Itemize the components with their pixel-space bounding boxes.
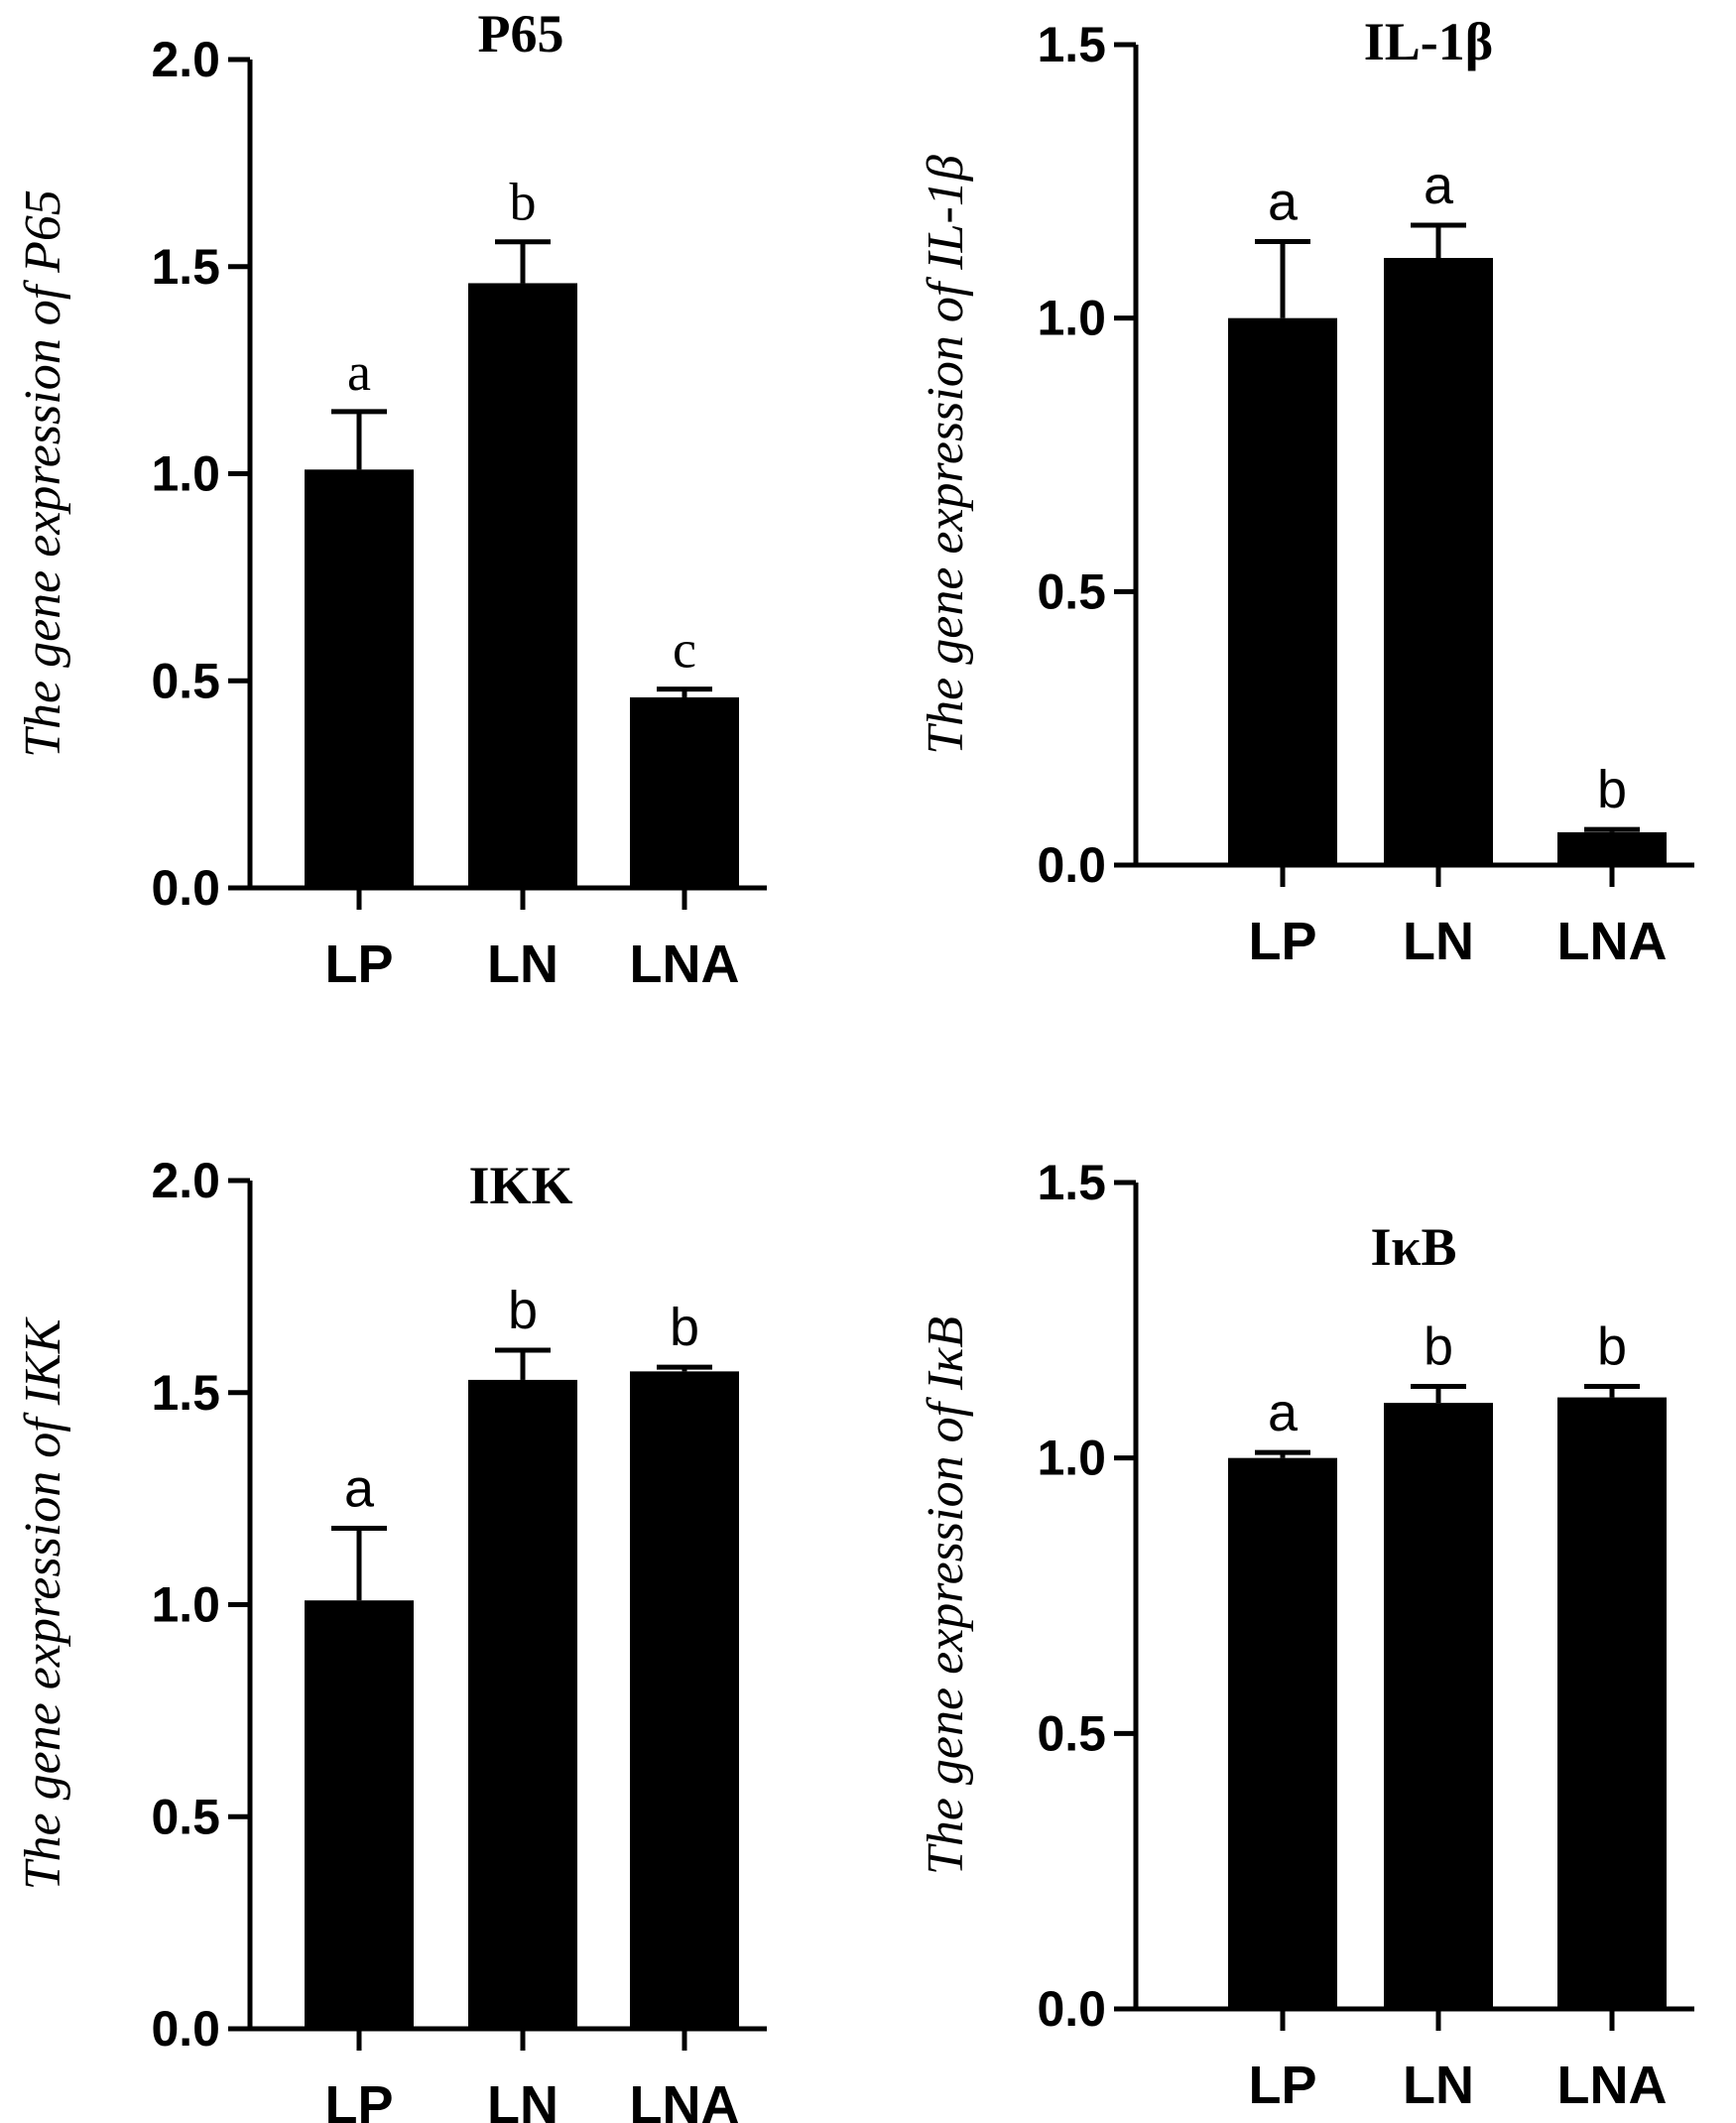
- bar-ln: [468, 283, 577, 888]
- significance-letter: a: [344, 1459, 375, 1519]
- x-tick-label: LN: [1403, 912, 1474, 971]
- bar-lp: [305, 1600, 414, 2029]
- significance-letter: c: [673, 620, 696, 680]
- chart-panel-2: IL-1β The gene expression of IL-1β 0.0 0.5 1…: [868, 0, 1736, 1062]
- y-tick-label: 0.0: [151, 2001, 220, 2057]
- y-tick-label: 2.0: [151, 1153, 220, 1208]
- y-tick-label: 2.0: [151, 32, 220, 87]
- chart-panel-1: P65 The gene expression of P65 0.0 0.5 1.0 1.…: [0, 0, 868, 1062]
- y-tick-label: 1.5: [1037, 1155, 1106, 1210]
- y-tick-label: 0.0: [151, 860, 220, 916]
- significance-letter: a: [1424, 156, 1454, 215]
- y-tick-label: 1.0: [1037, 1431, 1106, 1486]
- significance-letter: b: [670, 1298, 699, 1357]
- y-tick-label: 1.5: [151, 239, 220, 295]
- significance-letter: b: [1424, 1316, 1453, 1376]
- bar-lna: [1557, 831, 1667, 865]
- chart-title: P65: [478, 4, 564, 63]
- x-tick-label: LP: [324, 935, 393, 994]
- y-tick-label: 1.5: [151, 1365, 220, 1421]
- x-tick-label: LP: [324, 2075, 393, 2123]
- bar-lp: [305, 469, 414, 888]
- significance-letter: b: [1597, 760, 1627, 819]
- y-tick-label: 1.0: [151, 446, 220, 502]
- y-axis-title: The gene expression of IL-1β: [918, 155, 974, 755]
- significance-letter: a: [1268, 172, 1299, 231]
- significance-letter: b: [1597, 1316, 1627, 1376]
- bar-lp: [1228, 317, 1337, 866]
- bar-lna: [630, 1371, 739, 2029]
- significance-letter: b: [508, 1281, 538, 1340]
- x-tick-label: LN: [1403, 2056, 1474, 2115]
- bar-lna: [630, 696, 739, 888]
- bar-lna: [1557, 1397, 1667, 2009]
- x-tick-label: LNA: [1557, 912, 1668, 971]
- y-tick-label: 1.0: [1037, 291, 1106, 346]
- chart-title: IKK: [468, 1156, 572, 1215]
- y-tick-label: 0.5: [151, 653, 220, 708]
- x-tick-label: LN: [487, 935, 558, 994]
- chart-title: IL-1β: [1364, 12, 1493, 71]
- y-tick-label: 0.5: [151, 1789, 220, 1844]
- y-axis-title: The gene expression of IKK: [15, 1316, 71, 1890]
- chart-svg: IL-1β The gene expression of IL-1β 0.0 0.5 1…: [918, 12, 1694, 971]
- x-tick-label: LNA: [630, 2075, 740, 2123]
- bar-ln: [1384, 258, 1493, 865]
- y-tick-label: 0.0: [1037, 837, 1106, 893]
- bar-ln: [1384, 1403, 1493, 2009]
- chart-panel-3: IKK The gene expression of IKK 0.0 0.5 1.0 1.…: [0, 1062, 868, 2123]
- x-tick-label: LNA: [1557, 2056, 1668, 2115]
- y-tick-label: 1.0: [151, 1577, 220, 1633]
- bar-ln: [468, 1379, 577, 2029]
- significance-letter: a: [347, 342, 371, 402]
- chart-panel-4: IκB The gene expression of IκB 0.0 0.5 1.0 1.…: [868, 1062, 1736, 2123]
- chart-title: IκB: [1370, 1217, 1456, 1277]
- y-tick-label: 0.5: [1037, 563, 1106, 619]
- x-tick-label: LP: [1248, 912, 1316, 971]
- y-tick-label: 0.5: [1037, 1705, 1106, 1761]
- y-axis-title: The gene expression of P65: [15, 189, 71, 758]
- x-tick-label: LN: [487, 2075, 558, 2123]
- chart-svg: IKK The gene expression of IKK 0.0 0.5 1.0 1.…: [15, 1153, 767, 2123]
- x-tick-label: LP: [1248, 2056, 1316, 2115]
- significance-letter: b: [510, 173, 537, 232]
- y-tick-label: 1.5: [1037, 17, 1106, 72]
- chart-svg: IκB The gene expression of IκB 0.0 0.5 1.0 1.…: [918, 1155, 1694, 2115]
- x-tick-label: LNA: [630, 935, 740, 994]
- significance-letter: a: [1268, 1383, 1299, 1442]
- bar-lp: [1228, 1457, 1337, 2009]
- chart-svg: P65 The gene expression of P65 0.0 0.5 1.0 1.…: [15, 4, 767, 994]
- y-tick-label: 0.0: [1037, 1981, 1106, 2037]
- y-axis-title: The gene expression of IκB: [918, 1316, 974, 1875]
